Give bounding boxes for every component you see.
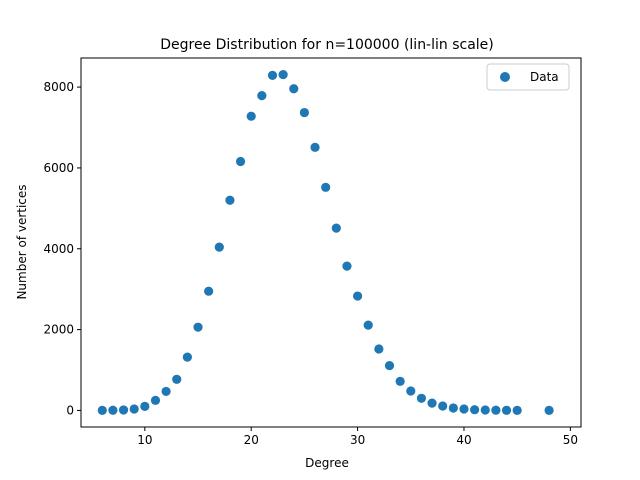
data-point — [512, 405, 522, 415]
data-point — [544, 405, 554, 415]
data-point — [321, 182, 331, 192]
y-tick-label: 8000 — [43, 80, 74, 94]
data-point — [448, 403, 458, 413]
data-point — [363, 320, 373, 330]
data-point — [342, 261, 352, 271]
y-tick-label: 0 — [66, 403, 74, 417]
x-axis-label: Degree — [305, 456, 349, 470]
data-point — [267, 70, 278, 80]
data-point — [331, 223, 341, 233]
data-point — [470, 405, 480, 415]
legend-label: Data — [530, 70, 559, 84]
data-point — [235, 156, 246, 167]
data-point — [108, 405, 118, 415]
data-point — [384, 360, 395, 371]
plot-area — [97, 69, 554, 415]
data-point — [182, 352, 192, 362]
data-point — [278, 69, 288, 80]
data-point — [353, 291, 363, 301]
x-tick-label: 40 — [456, 433, 471, 447]
data-point — [129, 404, 139, 414]
data-point — [374, 344, 384, 354]
data-point — [150, 395, 161, 405]
data-point — [118, 405, 129, 415]
y-tick-label: 6000 — [43, 161, 74, 175]
y-axis-label: Number of vertices — [15, 184, 29, 299]
data-point — [97, 405, 107, 415]
data-point — [501, 405, 512, 415]
data-point — [416, 393, 427, 403]
data-point — [491, 405, 501, 415]
y-axis: 0 2000 4000 6000 8000 — [43, 80, 81, 417]
data-point — [214, 242, 224, 252]
data-point — [406, 386, 416, 396]
axes-frame — [80, 57, 582, 428]
data-point — [257, 90, 267, 101]
data-point — [480, 405, 490, 415]
data-point — [140, 401, 150, 411]
data-point — [246, 111, 256, 121]
x-axis: 10 20 30 40 50 — [137, 427, 578, 447]
data-point — [225, 195, 235, 205]
data-point — [299, 107, 309, 118]
data-point — [427, 398, 437, 408]
x-tick-label: 10 — [137, 433, 152, 447]
data-point — [438, 401, 448, 411]
data-point — [204, 286, 214, 296]
x-tick-label: 50 — [563, 433, 578, 447]
x-tick-label: 20 — [244, 433, 259, 447]
data-point — [459, 404, 469, 414]
data-point — [289, 84, 299, 94]
data-point — [161, 386, 171, 397]
y-tick-label: 2000 — [43, 323, 74, 337]
legend-box — [486, 63, 570, 91]
x-tick-label: 30 — [350, 433, 365, 447]
data-point — [310, 142, 320, 152]
data-point — [172, 374, 182, 384]
chart-title: Degree Distribution for n=100000 (lin-li… — [160, 37, 494, 53]
y-tick-label: 4000 — [43, 242, 74, 256]
legend: Data — [486, 63, 570, 91]
legend-marker — [500, 72, 510, 82]
data-point — [193, 322, 203, 332]
data-point — [395, 376, 405, 386]
